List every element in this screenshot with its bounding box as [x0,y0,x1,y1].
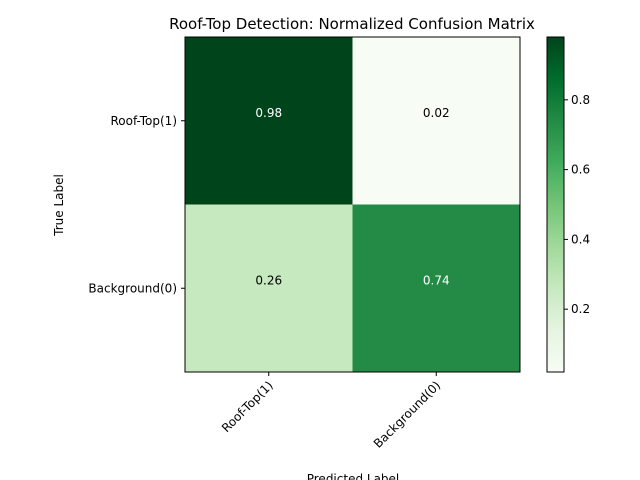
y-axis-ticks: Roof-Top(1) Background(0) [88,114,185,295]
cell-value-label: 0.26 [255,273,282,287]
y-tick-label: Background(0) [88,281,177,295]
x-axis-ticks: Roof-Top(1) Background(0) [219,372,443,451]
colorbar [546,36,565,373]
colorbar-tick-label: 0.2 [571,302,590,316]
heatmap-cell [352,204,520,372]
heatmap-cell [185,204,353,372]
cell-value-label: 0.98 [255,106,282,120]
y-tick-label: Roof-Top(1) [110,114,177,128]
colorbar-tick-label: 0.4 [571,232,590,246]
colorbar-ticks: 0.2 0.4 0.6 0.8 [564,93,590,316]
heatmap-cell [185,37,353,205]
plot-frame [184,36,521,373]
heatmap-cell [352,37,520,205]
cell-value-label: 0.74 [423,273,450,287]
colorbar-tick-label: 0.8 [571,93,590,107]
heatmap-cell-labels: 0.98 0.02 0.26 0.74 [255,106,449,288]
chart-title: Roof-Top Detection: Normalized Confusion… [169,15,535,33]
cell-value-label: 0.02 [423,106,450,120]
heatmap-cells [185,37,520,372]
colorbar-tick-label: 0.6 [571,163,590,177]
x-axis-label: Predicted Label [307,472,400,480]
x-tick-label: Background(0) [371,378,444,451]
y-axis-label: True Label [52,174,66,237]
x-tick-label: Roof-Top(1) [219,378,276,435]
